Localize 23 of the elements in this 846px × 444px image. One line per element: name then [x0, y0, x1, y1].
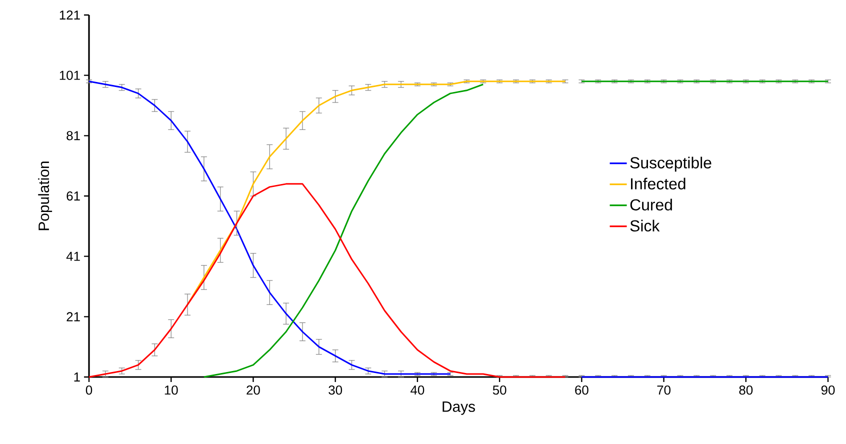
x-tick-label: 0 [86, 386, 92, 395]
y-tick-label: 121 [60, 10, 80, 20]
y-tick-label: 1 [74, 372, 80, 382]
x-tick-label: 40 [410, 386, 424, 395]
legend-label: Sick [630, 220, 660, 232]
y-axis-title: Population [38, 162, 52, 230]
x-tick-label: 20 [246, 386, 260, 395]
y-tick-label: 41 [66, 252, 80, 261]
y-tick-label: 101 [60, 70, 80, 80]
x-tick-label: 50 [492, 386, 506, 395]
y-tick-label: 81 [66, 131, 80, 140]
x-tick-label: 80 [739, 386, 753, 395]
x-axis-title: Days [442, 402, 475, 415]
x-tick-label: 60 [575, 386, 588, 395]
x-tick-label: 90 [821, 386, 835, 395]
y-tick-label: 21 [66, 312, 80, 322]
x-tick-label: 10 [164, 386, 178, 395]
y-tick-label: 61 [66, 191, 80, 201]
legend-label: Cured [630, 198, 672, 210]
x-tick-label: 30 [328, 386, 342, 395]
legend-label: Susceptible [630, 156, 712, 172]
x-tick-label: 70 [657, 386, 670, 395]
legend-label: Infected [631, 178, 686, 190]
